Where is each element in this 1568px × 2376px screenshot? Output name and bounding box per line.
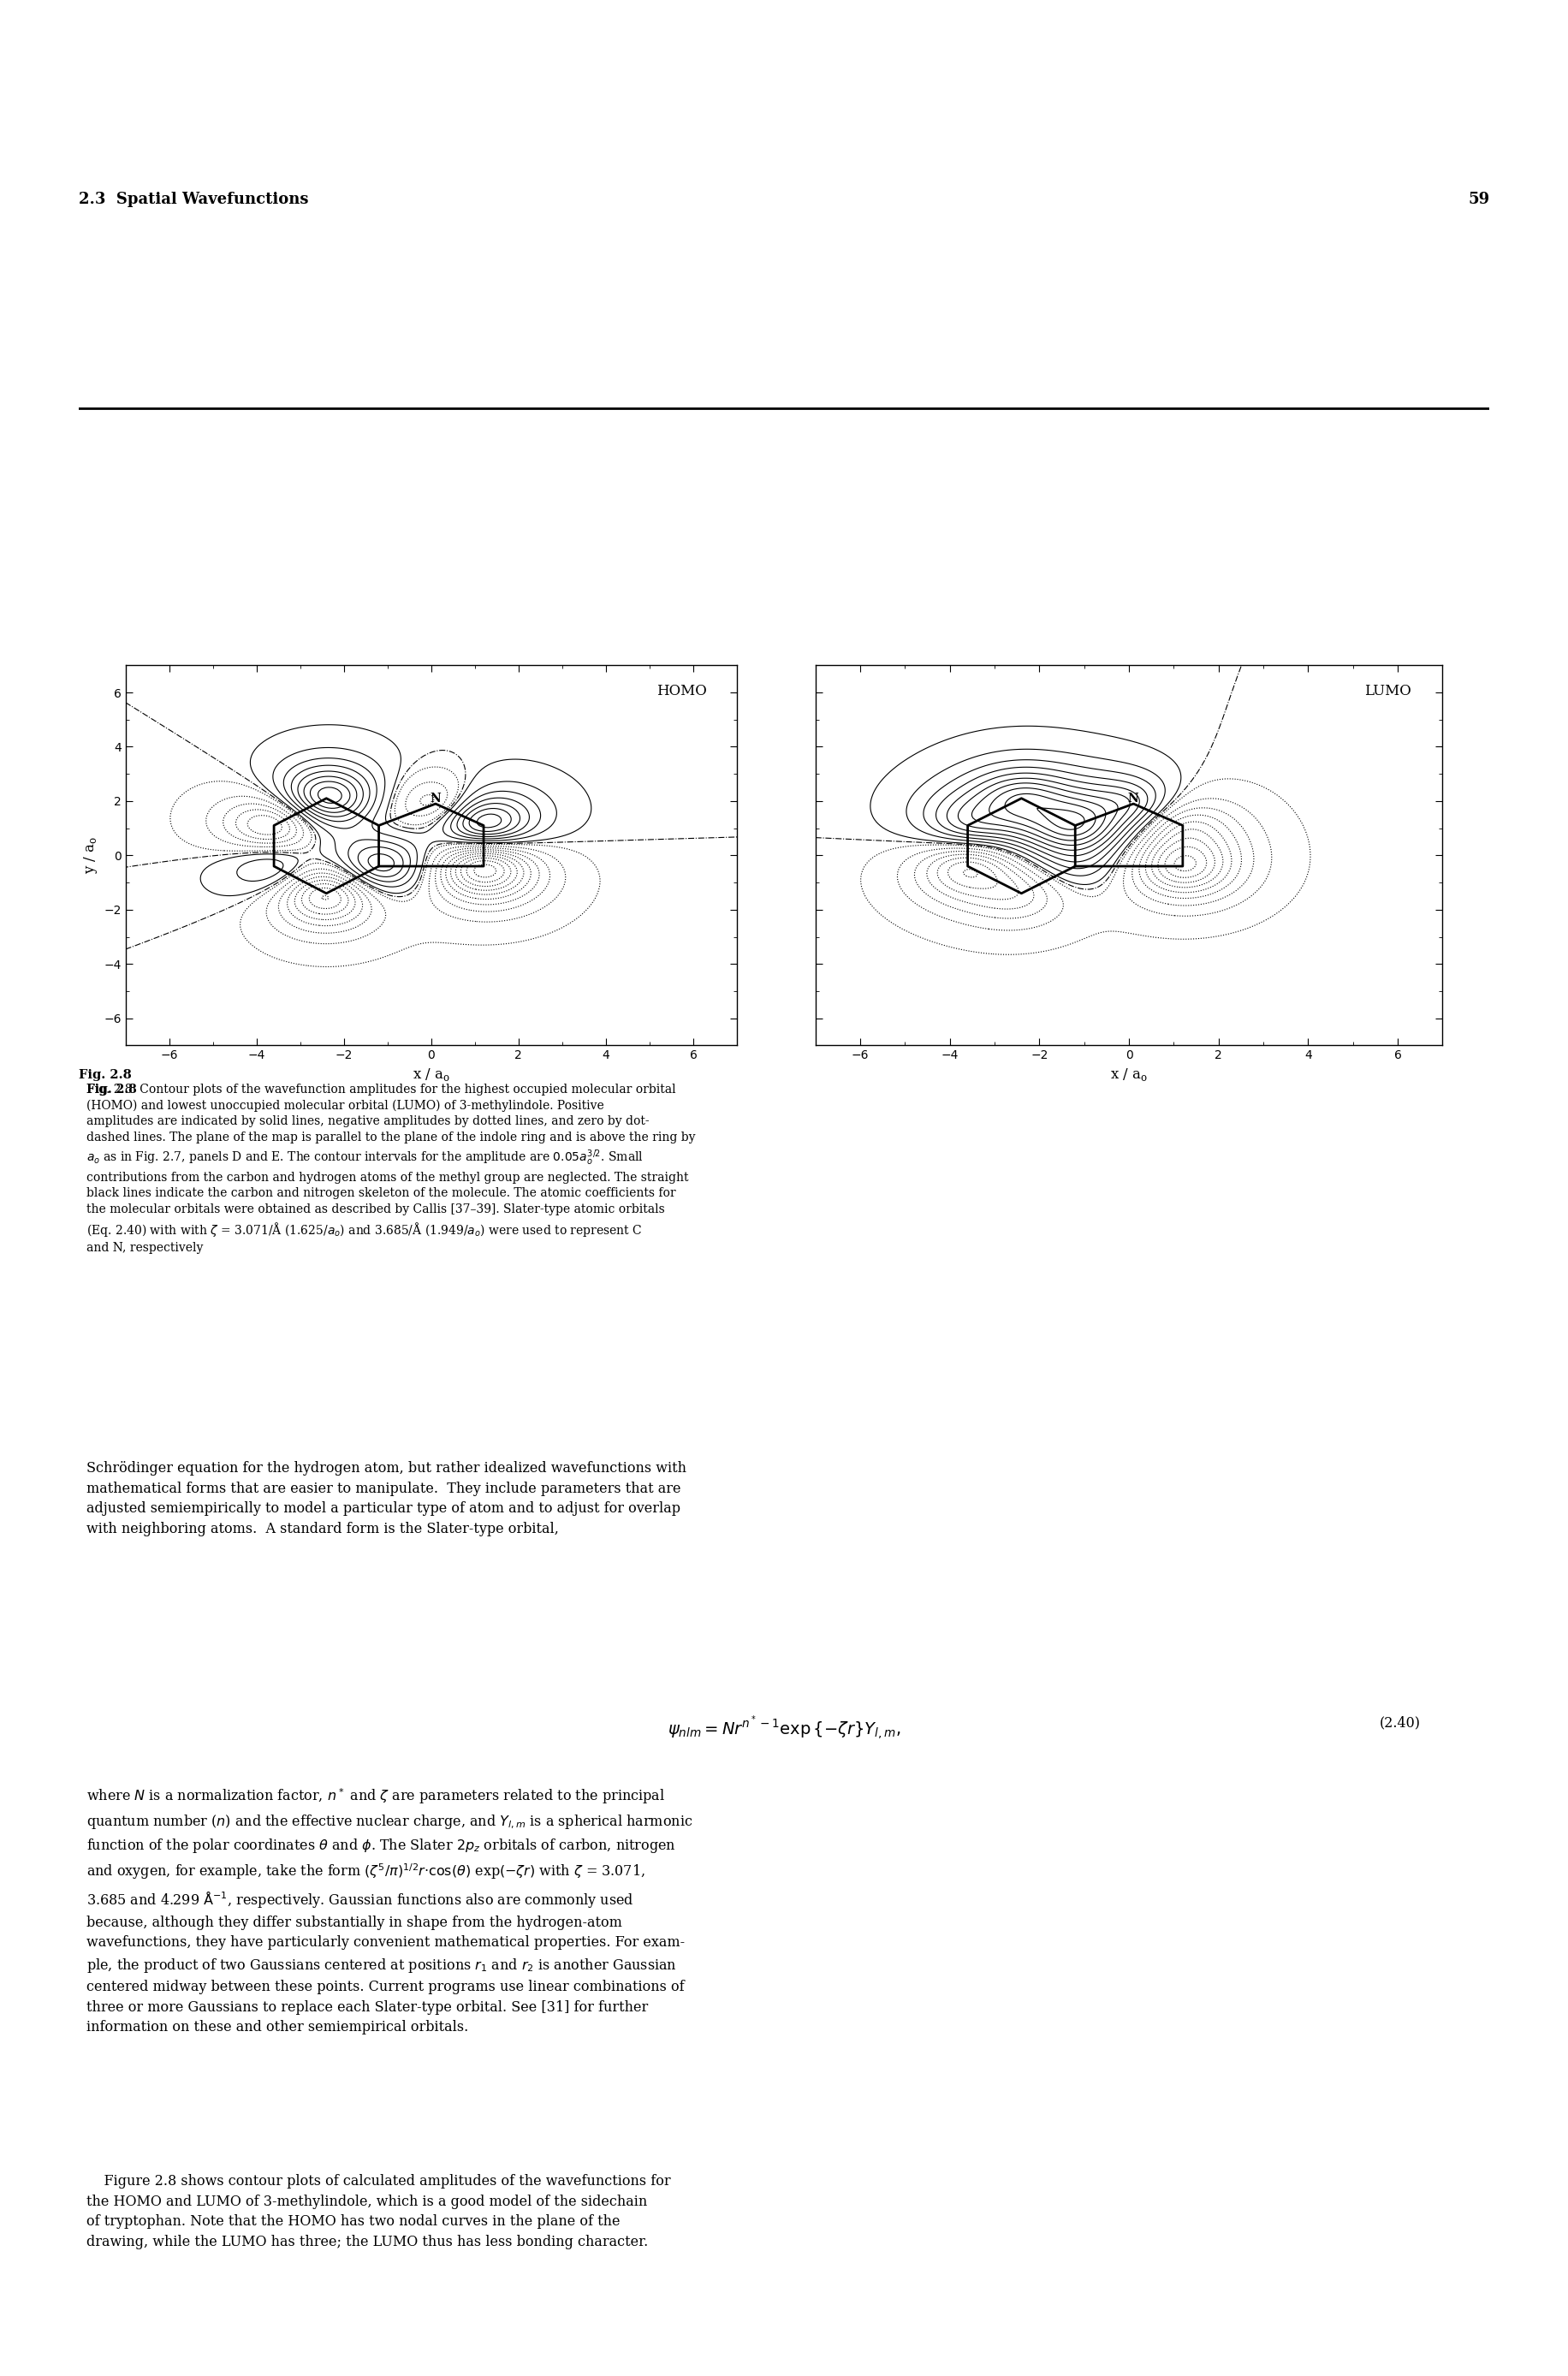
- Text: N: N: [1127, 791, 1138, 805]
- Text: Figure 2.8 shows contour plots of calculated amplitudes of the wavefunctions for: Figure 2.8 shows contour plots of calcul…: [86, 2174, 671, 2250]
- Text: Fig. 2.8: Fig. 2.8: [86, 1083, 136, 1095]
- Text: N: N: [430, 791, 441, 805]
- Text: LUMO: LUMO: [1364, 684, 1411, 699]
- Text: Schrödinger equation for the hydrogen atom, but rather idealized wavefunctions w: Schrödinger equation for the hydrogen at…: [86, 1461, 687, 1537]
- Text: HOMO: HOMO: [655, 684, 706, 699]
- X-axis label: x / a$_\mathregular{o}$: x / a$_\mathregular{o}$: [412, 1067, 450, 1083]
- Text: 59: 59: [1468, 192, 1490, 207]
- Text: 2.3  Spatial Wavefunctions: 2.3 Spatial Wavefunctions: [78, 192, 309, 207]
- Y-axis label: y / a$_\mathregular{o}$: y / a$_\mathregular{o}$: [82, 836, 99, 874]
- Text: Fig. 2.8  Contour plots of the wavefunction amplitudes for the highest occupied : Fig. 2.8 Contour plots of the wavefuncti…: [86, 1083, 695, 1255]
- Text: where $N$ is a normalization factor, $n^*$ and $\zeta$ are parameters related to: where $N$ is a normalization factor, $n^…: [86, 1787, 693, 2034]
- X-axis label: x / a$_\mathregular{o}$: x / a$_\mathregular{o}$: [1110, 1067, 1148, 1083]
- Text: Fig. 2.8: Fig. 2.8: [78, 1069, 132, 1081]
- Text: (2.40): (2.40): [1380, 1715, 1421, 1730]
- Text: $\psi_{nlm} = Nr^{n^*-1}\exp\{-\zeta r\}Y_{l,m},$: $\psi_{nlm} = Nr^{n^*-1}\exp\{-\zeta r\}…: [668, 1715, 900, 1744]
